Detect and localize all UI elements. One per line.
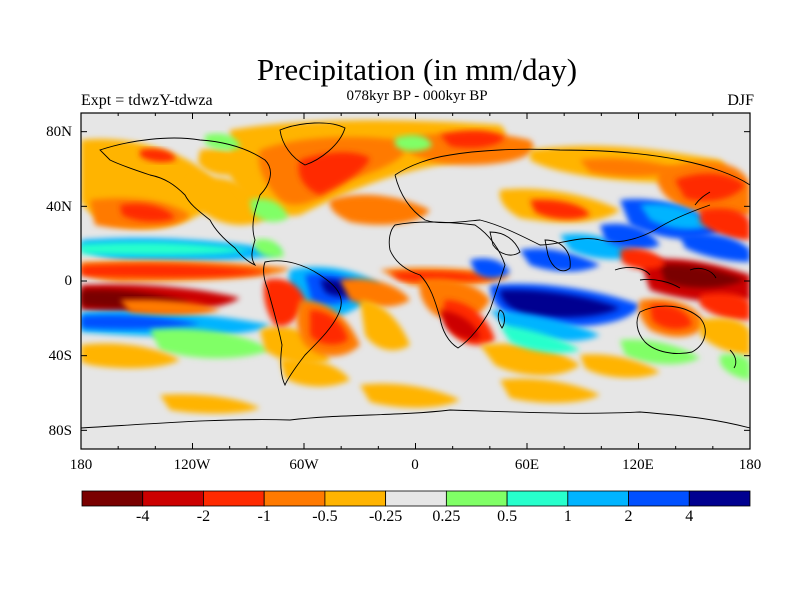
axis-ticks [80,113,751,449]
colorbar-label-5: 0.25 [432,508,461,525]
season-label: DJF [727,92,754,109]
colorbar-swatch-5 [385,490,447,507]
colorbar-swatch-3 [263,490,326,507]
colorbar-swatch-4 [324,490,387,507]
colorbar-swatch-10 [688,490,751,507]
colorbar-swatch-6 [445,490,508,507]
colorbar-label-2: -1 [257,508,271,525]
colorbar-label-6: 0.5 [497,508,518,525]
colorbar-swatch-8 [567,490,629,507]
colorbar-swatch-1 [142,490,204,507]
xtick-label-120E: 120E [622,457,654,473]
ytick-label-0: 0 [64,273,73,289]
ytick-label-40N: 40N [46,199,72,215]
colorbar-label-9: 4 [685,508,694,525]
colorbar-swatch-7 [506,490,569,507]
experiment-label: Expt = tdwzY-tdwza [81,92,213,109]
xtick-label-180E: 180 [738,457,762,473]
ytick-label-80N: 80N [46,124,72,140]
coastlines [81,122,750,429]
colorbar [81,490,751,507]
colorbar-label-7: 1 [563,508,572,525]
colorbar-label-1: -2 [196,508,211,525]
xtick-label-0: 0 [411,457,419,473]
colorbar-swatch-9 [628,490,690,507]
colorbar-label-3: -0.5 [312,508,338,525]
precipitation-field [81,113,750,449]
chart-title: Precipitation (in mm/day) [256,52,578,87]
colorbar-label-4: -0.25 [368,508,403,525]
colorbar-label-0: -4 [136,508,150,525]
xtick-label-180W: 180 [69,457,93,473]
chart-subtitle: 078kyr BP - 000kyr BP [346,88,488,104]
ytick-label-40S: 40S [48,348,72,364]
colorbar-swatch-0 [81,490,144,507]
ytick-label-80S: 80S [48,423,72,439]
xtick-label-120W: 120W [173,457,211,473]
colorbar-swatch-2 [203,490,265,507]
xtick-label-60E: 60E [514,457,540,473]
xtick-label-60W: 60W [289,457,319,473]
colorbar-label-8: 2 [624,508,633,525]
